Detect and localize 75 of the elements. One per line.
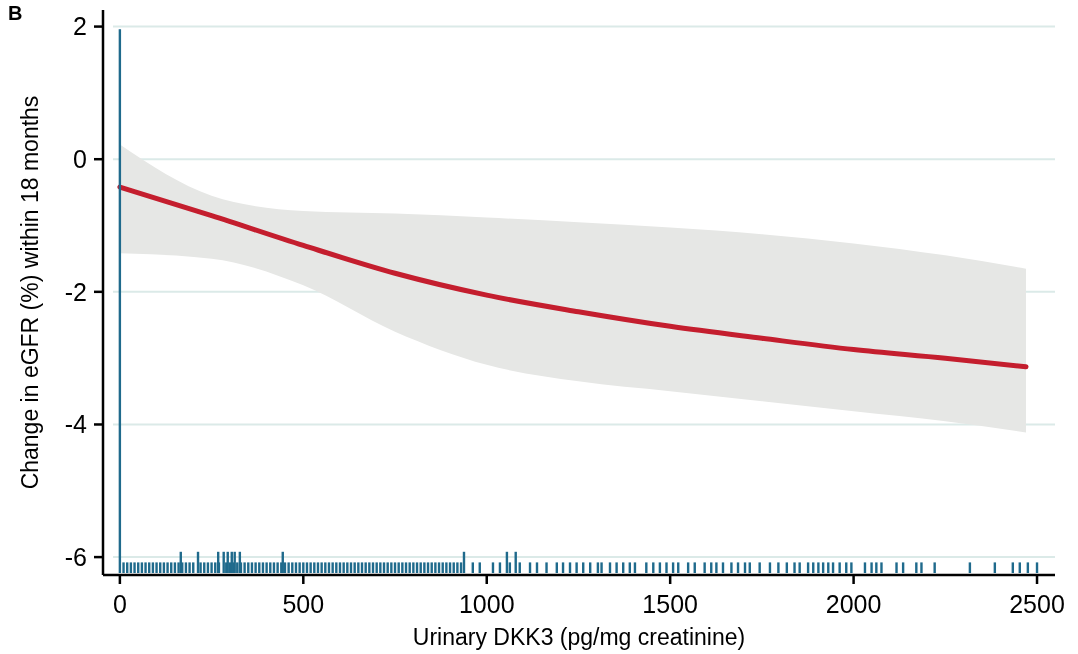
bar <box>331 562 334 574</box>
bar <box>298 562 301 574</box>
y-tick-label: -2 <box>64 277 87 306</box>
bar <box>645 562 648 574</box>
y-tick-label: -6 <box>64 542 87 571</box>
bar <box>302 562 305 574</box>
bar <box>397 562 400 574</box>
x-tick-label: 1000 <box>458 590 515 618</box>
bar <box>313 562 316 574</box>
bar <box>309 562 312 574</box>
bar <box>379 562 382 574</box>
x-tick-label: 0 <box>112 590 127 618</box>
y-tick-label: 2 <box>73 12 87 41</box>
bar <box>401 562 404 574</box>
bar <box>730 562 733 574</box>
x-tick-label: 1500 <box>642 590 698 618</box>
x-tick-label: 500 <box>282 590 325 618</box>
bar <box>166 562 169 574</box>
bar <box>838 562 841 574</box>
bar <box>615 562 618 574</box>
bar <box>817 562 820 574</box>
bar <box>870 562 873 574</box>
bar <box>423 562 426 574</box>
bar <box>412 562 415 574</box>
bar <box>368 562 371 574</box>
bar <box>390 562 393 574</box>
bar <box>375 562 378 574</box>
y-axis-title: Change in eGFR (%) within 18 months <box>17 95 43 490</box>
bar <box>850 562 853 574</box>
bar <box>408 562 411 574</box>
bar <box>243 562 246 574</box>
bar <box>793 562 796 574</box>
bar <box>933 562 936 574</box>
bar <box>222 551 225 574</box>
x-tick-label: 2000 <box>825 590 882 618</box>
bar <box>144 562 147 574</box>
x-axis-title: Urinary DKK3 (pg/mg creatinine) <box>412 624 746 650</box>
bar <box>434 562 437 574</box>
x-tick-label: 2500 <box>1009 590 1065 618</box>
bar <box>188 562 191 574</box>
bar <box>456 562 459 574</box>
bar <box>386 562 389 574</box>
bar <box>600 562 603 574</box>
bar <box>575 562 578 574</box>
bar <box>665 562 668 574</box>
bar <box>353 562 356 574</box>
bar <box>445 562 448 574</box>
bar <box>335 562 338 574</box>
bar <box>715 562 718 574</box>
bar <box>920 562 923 574</box>
bar <box>758 562 761 574</box>
bar <box>324 562 327 574</box>
bar <box>357 562 360 574</box>
bar <box>155 562 158 574</box>
bar <box>320 562 323 574</box>
bar <box>276 562 279 574</box>
bar <box>364 562 367 574</box>
bar <box>265 562 268 574</box>
bar <box>210 562 213 574</box>
bar <box>895 562 898 574</box>
bar <box>880 562 883 574</box>
bar <box>254 562 257 574</box>
bar <box>798 562 801 574</box>
y-tick-label: -4 <box>64 410 88 439</box>
bar <box>346 562 349 574</box>
bar <box>703 562 706 574</box>
bar <box>342 562 345 574</box>
bar <box>777 562 780 574</box>
text: B <box>8 2 23 24</box>
y-tick-label: 0 <box>73 144 87 173</box>
bar <box>287 562 290 574</box>
bar <box>915 562 918 574</box>
bar <box>133 562 136 574</box>
bar <box>875 562 878 574</box>
bar <box>545 562 548 574</box>
